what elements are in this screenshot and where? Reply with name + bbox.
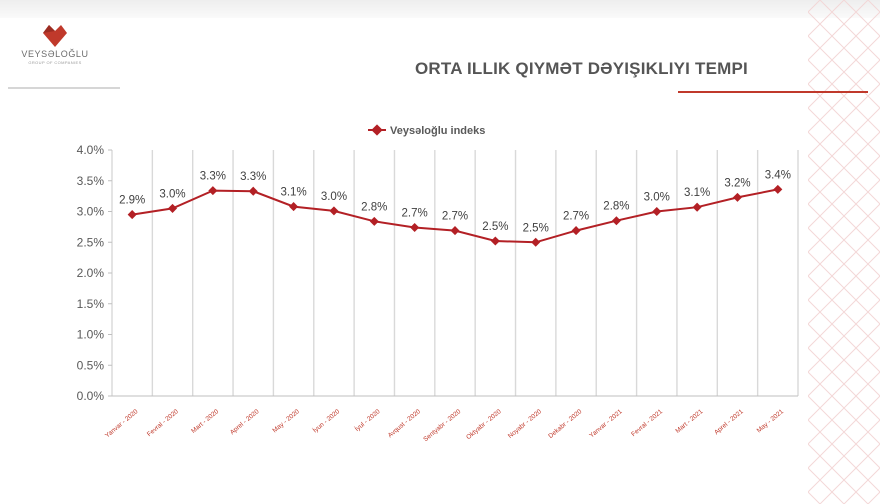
data-point [369, 216, 379, 226]
data-point [329, 206, 339, 216]
y-tick-label: 3.5% [77, 174, 105, 188]
x-tick-label: Fevral - 2020 [146, 408, 180, 438]
x-tick-label: Fevral - 2021 [630, 408, 664, 438]
x-tick-label: Avqust - 2020 [387, 408, 422, 439]
data-label: 3.0% [159, 188, 185, 200]
decorative-pattern [808, 0, 880, 504]
y-tick-label: 4.0% [77, 143, 105, 157]
x-tick-label: Yanvar - 2021 [588, 408, 624, 440]
x-tick-label: Oktyabr - 2020 [465, 408, 503, 441]
x-tick-label: Mart - 2020 [190, 408, 220, 435]
data-label: 3.3% [240, 171, 266, 183]
top-bar [0, 0, 880, 18]
data-label: 2.7% [402, 207, 428, 219]
data-label: 3.2% [724, 177, 750, 189]
data-point [450, 226, 460, 236]
x-tick-label: May - 2021 [756, 408, 786, 435]
y-tick-label: 0.0% [77, 389, 105, 403]
logo-mark-icon [43, 25, 67, 47]
x-tick-label: Aprel - 2021 [713, 408, 745, 436]
data-point [410, 222, 420, 233]
x-tick-label: Noyabr - 2020 [507, 408, 543, 440]
x-tick-label: Aprel - 2020 [229, 408, 261, 436]
y-tick-label: 3.0% [77, 205, 105, 219]
data-point [127, 210, 137, 220]
data-point [611, 216, 621, 226]
y-tick-label: 0.5% [77, 358, 105, 372]
legend-marker-icon [371, 124, 383, 136]
data-label: 2.7% [442, 211, 468, 223]
data-point [732, 192, 742, 202]
y-tick-label: 1.0% [77, 328, 105, 342]
data-label: 3.0% [321, 191, 347, 203]
data-label: 3.3% [200, 171, 226, 183]
data-point [208, 186, 218, 196]
y-tick-label: 2.0% [77, 266, 105, 280]
data-label: 2.5% [523, 222, 549, 234]
page-title: ORTA ILLIK QIYMƏT DƏYIŞIKLIYI TEMPI [415, 59, 748, 78]
logo-divider [8, 87, 120, 89]
title-underline [678, 91, 868, 93]
data-point [652, 206, 662, 217]
chart-legend: Veysəloğlu indeks [368, 124, 485, 137]
data-label: 3.1% [280, 187, 306, 199]
data-point [168, 203, 178, 213]
x-tick-label: İyun - 2020 [311, 406, 342, 434]
data-point [248, 186, 258, 196]
x-tick-label: Sentyabr - 2020 [422, 408, 462, 443]
data-point [571, 226, 581, 236]
data-point [773, 184, 783, 194]
data-label: 2.7% [563, 211, 589, 223]
data-label: 2.9% [119, 195, 145, 207]
brand-name: VEYSƏLOĞLU [21, 49, 89, 59]
y-tick-label: 2.5% [77, 235, 105, 249]
x-tick-label: Yanvar - 2020 [104, 408, 140, 440]
data-point [289, 202, 299, 212]
x-tick-label: İyul - 2020 [353, 406, 382, 433]
data-label: 2.8% [361, 201, 387, 213]
company-logo: VEYSƏLOĞLU GROUP OF COMPANIES [16, 22, 94, 82]
data-label: 2.5% [482, 221, 508, 233]
x-tick-label: Dekabr - 2020 [547, 408, 583, 440]
data-label: 3.4% [765, 169, 791, 181]
data-label: 3.1% [684, 187, 710, 199]
data-label: 2.8% [603, 201, 629, 213]
x-tick-label: Mart - 2021 [674, 408, 704, 435]
legend-label: Veysəloğlu indeks [390, 125, 485, 137]
y-tick-label: 1.5% [77, 297, 105, 311]
data-point [692, 202, 702, 212]
x-tick-label: May - 2020 [271, 408, 301, 435]
data-label: 3.0% [644, 192, 670, 204]
brand-tagline: GROUP OF COMPANIES [28, 60, 82, 65]
data-point [490, 236, 500, 246]
data-point [531, 237, 541, 247]
